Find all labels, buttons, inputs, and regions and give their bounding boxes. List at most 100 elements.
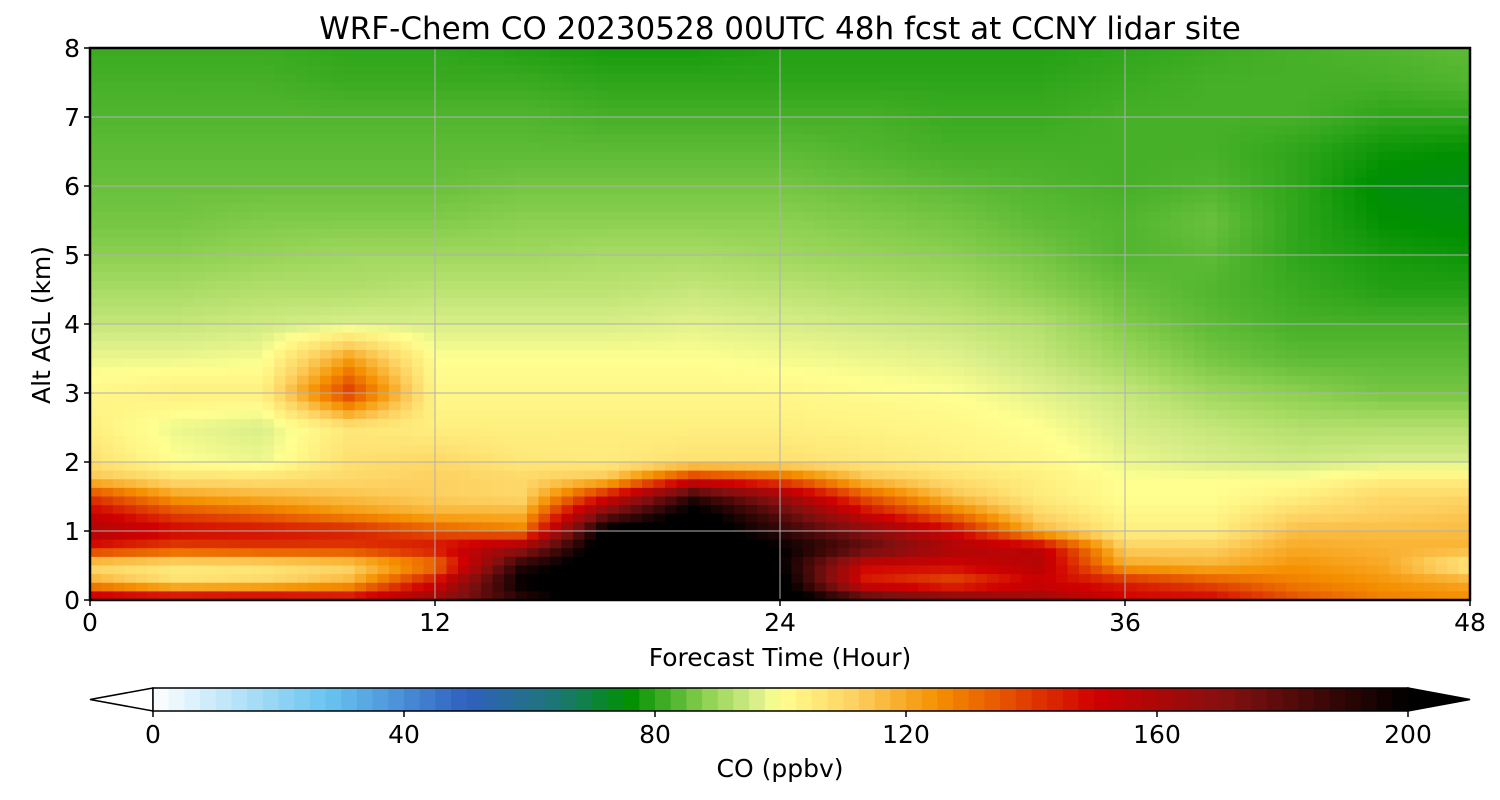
heatmap-cell — [216, 229, 229, 239]
heatmap-cell — [573, 56, 586, 66]
heatmap-cell — [469, 220, 482, 230]
heatmap-cell — [193, 324, 206, 334]
heatmap-cell — [147, 255, 160, 265]
heatmap-cell — [446, 160, 459, 170]
heatmap-cell — [653, 375, 666, 385]
heatmap-cell — [458, 56, 471, 66]
heatmap-cell — [987, 151, 1000, 161]
heatmap-cell — [619, 186, 632, 196]
heatmap-cell — [147, 99, 160, 109]
heatmap-cell — [90, 393, 103, 403]
heatmap-cell — [987, 229, 1000, 239]
heatmap-cell — [412, 168, 425, 178]
heatmap-cell — [1010, 358, 1023, 368]
heatmap-cell — [964, 220, 977, 230]
heatmap-cell — [1435, 151, 1448, 161]
heatmap-cell — [699, 168, 712, 178]
heatmap-cell — [377, 237, 390, 247]
heatmap-cell — [1251, 349, 1264, 360]
heatmap-cell — [504, 134, 517, 144]
heatmap-cell — [1194, 168, 1207, 178]
heatmap-cell — [1286, 211, 1299, 222]
heatmap-cell — [929, 263, 942, 273]
heatmap-cell — [630, 237, 643, 247]
heatmap-cell — [872, 142, 885, 153]
heatmap-cell — [1274, 349, 1287, 360]
heatmap-cell — [665, 298, 678, 308]
heatmap-cell — [941, 220, 954, 230]
heatmap-cell — [1355, 117, 1368, 127]
heatmap-cell — [1309, 315, 1322, 325]
heatmap-cell — [101, 315, 114, 325]
heatmap-cell — [1228, 108, 1241, 118]
heatmap-cell — [274, 48, 287, 58]
heatmap-cell — [987, 272, 1000, 282]
heatmap-cell — [745, 306, 758, 316]
heatmap-cell — [665, 384, 678, 394]
heatmap-cell — [573, 349, 586, 360]
heatmap-cell — [1297, 91, 1310, 101]
heatmap-cell — [101, 246, 114, 256]
heatmap-cell — [1251, 280, 1264, 291]
heatmap-cell — [170, 237, 183, 247]
heatmap-cell — [929, 65, 942, 75]
heatmap-cell — [1309, 177, 1322, 187]
heatmap-cell — [400, 341, 413, 351]
heatmap-cell — [1056, 125, 1069, 135]
heatmap-cell — [1240, 332, 1253, 342]
heatmap-cell — [1194, 358, 1207, 368]
heatmap-cell — [331, 220, 344, 230]
heatmap-cell — [1309, 341, 1322, 351]
heatmap-cell — [239, 375, 252, 385]
heatmap-cell — [872, 401, 885, 411]
heatmap-cell — [1343, 306, 1356, 316]
heatmap-cell — [1412, 367, 1425, 377]
heatmap-cell — [975, 272, 988, 282]
heatmap-cell — [895, 280, 908, 291]
heatmap-cell — [734, 108, 747, 118]
heatmap-cell — [389, 151, 402, 161]
heatmap-cell — [688, 194, 701, 204]
heatmap-cell — [147, 367, 160, 377]
heatmap-cell — [354, 263, 367, 273]
heatmap-cell — [1424, 263, 1437, 273]
heatmap-cell — [895, 237, 908, 247]
heatmap-cell — [1401, 229, 1414, 239]
heatmap-cell — [826, 203, 839, 213]
heatmap-cell — [941, 358, 954, 368]
heatmap-cell — [952, 272, 965, 282]
heatmap-cell — [1458, 220, 1471, 230]
heatmap-cell — [561, 177, 574, 187]
heatmap-cell — [619, 91, 632, 101]
heatmap-cell — [1010, 229, 1023, 239]
heatmap-cell — [193, 211, 206, 222]
heatmap-cell — [929, 73, 942, 84]
heatmap-cell — [423, 229, 436, 239]
heatmap-cell — [768, 332, 781, 342]
heatmap-cell — [1458, 56, 1471, 66]
heatmap-cell — [1090, 73, 1103, 84]
heatmap-cell — [1286, 48, 1299, 58]
heatmap-cell — [458, 168, 471, 178]
heatmap-cell — [757, 341, 770, 351]
heatmap-cell — [377, 393, 390, 403]
heatmap-cell — [1263, 393, 1276, 403]
heatmap-cell — [1366, 151, 1379, 161]
heatmap-cell — [515, 220, 528, 230]
heatmap-cell — [653, 324, 666, 334]
heatmap-cell — [1240, 358, 1253, 368]
heatmap-cell — [435, 358, 448, 368]
heatmap-cell — [1125, 384, 1138, 394]
heatmap-cell — [1458, 375, 1471, 385]
heatmap-cell — [814, 151, 827, 161]
heatmap-cell — [504, 237, 517, 247]
heatmap-cell — [1125, 134, 1138, 144]
heatmap-cell — [1033, 203, 1046, 213]
heatmap-cell — [561, 108, 574, 118]
heatmap-cell — [722, 375, 735, 385]
heatmap-cell — [159, 384, 172, 394]
heatmap-cell — [274, 108, 287, 118]
heatmap-cell — [1194, 108, 1207, 118]
heatmap-cell — [1090, 142, 1103, 153]
heatmap-cell — [676, 73, 689, 84]
